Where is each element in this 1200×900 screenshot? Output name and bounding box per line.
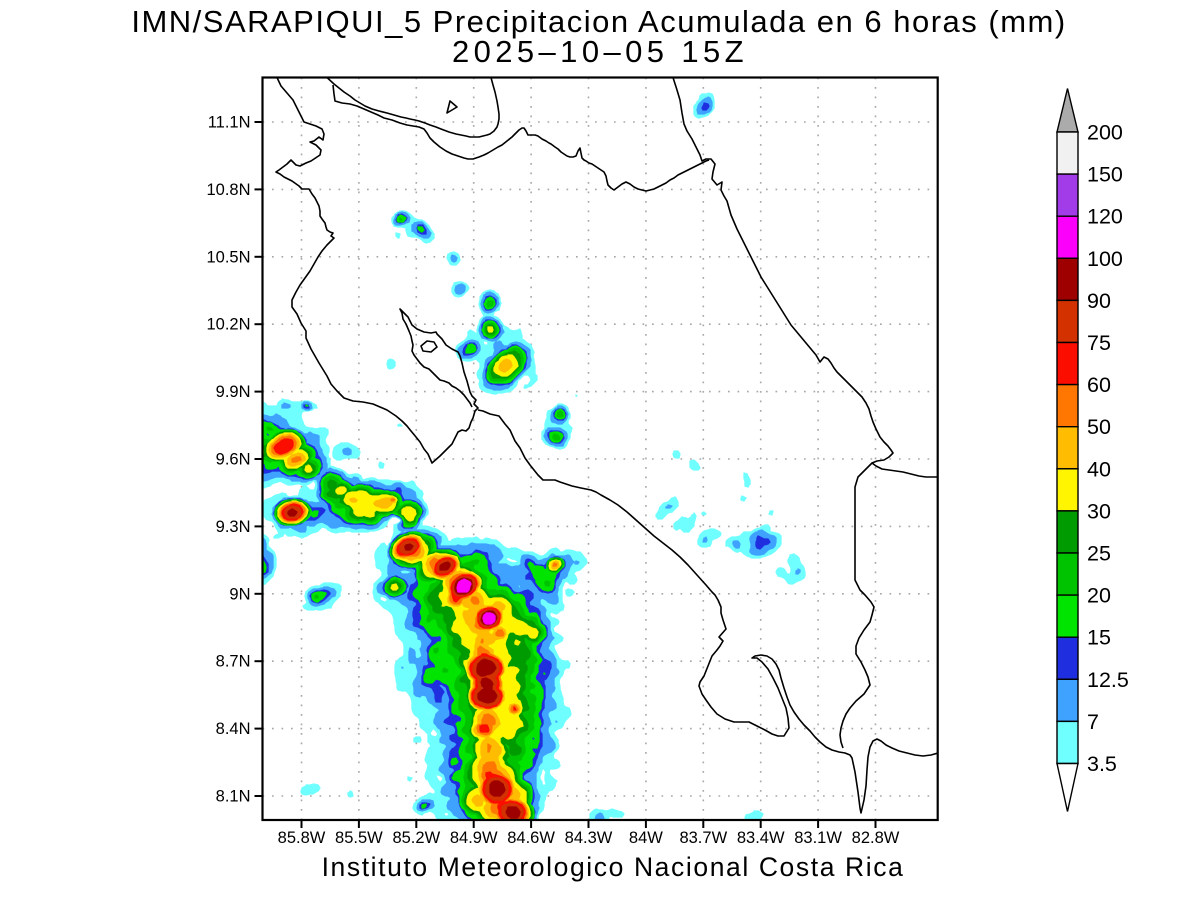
svg-text:84.9W: 84.9W — [450, 829, 498, 847]
svg-text:83.7W: 83.7W — [679, 829, 727, 847]
svg-text:9.9N: 9.9N — [216, 383, 251, 401]
svg-text:12.5: 12.5 — [1087, 668, 1129, 692]
svg-text:25: 25 — [1087, 542, 1111, 566]
svg-text:85.2W: 85.2W — [392, 829, 440, 847]
svg-text:10.8N: 10.8N — [206, 181, 250, 199]
svg-text:9.3N: 9.3N — [216, 518, 251, 536]
svg-text:11.1N: 11.1N — [208, 114, 251, 132]
svg-text:100: 100 — [1087, 247, 1123, 271]
svg-text:82.8W: 82.8W — [852, 829, 900, 847]
svg-text:85.5W: 85.5W — [335, 829, 383, 847]
svg-text:83.4W: 83.4W — [737, 829, 785, 847]
svg-text:150: 150 — [1087, 163, 1123, 187]
svg-text:10.5N: 10.5N — [206, 248, 250, 266]
svg-text:8.4N: 8.4N — [216, 720, 251, 738]
svg-text:120: 120 — [1087, 205, 1123, 229]
svg-text:Instituto Meteorologico Nacion: Instituto Meteorologico Nacional Costa R… — [322, 852, 905, 882]
svg-text:3.5: 3.5 — [1087, 752, 1117, 776]
svg-text:2025–10–05 15Z: 2025–10–05 15Z — [452, 34, 748, 69]
svg-text:83.1W: 83.1W — [794, 829, 842, 847]
svg-text:30: 30 — [1087, 499, 1111, 523]
svg-text:200: 200 — [1087, 121, 1123, 145]
svg-text:7: 7 — [1087, 710, 1099, 734]
svg-text:85.8W: 85.8W — [278, 829, 326, 847]
svg-text:90: 90 — [1087, 289, 1111, 313]
svg-text:84.3W: 84.3W — [565, 829, 613, 847]
svg-text:10.2N: 10.2N — [206, 316, 250, 334]
svg-text:50: 50 — [1087, 415, 1111, 439]
svg-text:84.6W: 84.6W — [507, 829, 555, 847]
svg-text:8.1N: 8.1N — [216, 788, 251, 806]
svg-text:40: 40 — [1087, 457, 1111, 481]
svg-text:9.6N: 9.6N — [216, 451, 251, 469]
svg-text:8.7N: 8.7N — [216, 653, 251, 671]
svg-text:15: 15 — [1087, 626, 1111, 650]
svg-text:IMN/SARAPIQUI_5 Precipitacion: IMN/SARAPIQUI_5 Precipitacion Acumulada … — [131, 4, 1066, 39]
svg-text:75: 75 — [1087, 331, 1111, 355]
svg-text:20: 20 — [1087, 584, 1111, 608]
svg-text:60: 60 — [1087, 373, 1111, 397]
svg-text:84W: 84W — [629, 829, 663, 847]
svg-text:9N: 9N — [229, 585, 250, 603]
